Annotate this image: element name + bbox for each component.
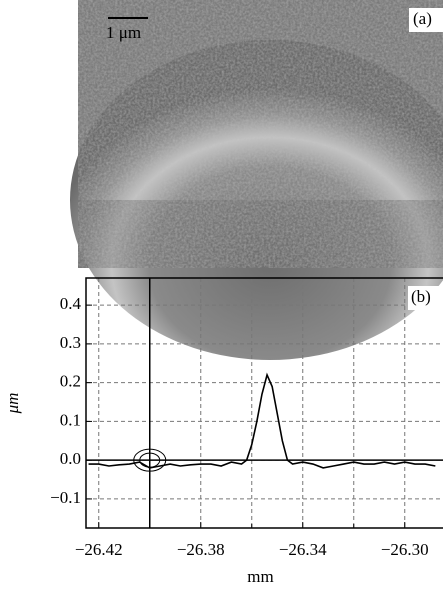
x-tick-label: −26.42 (75, 540, 123, 559)
panel-label: (b) (411, 287, 431, 306)
scale-bar-label: 1 μm (106, 23, 141, 42)
y-axis-label: μm (3, 393, 22, 415)
plot-frame (85, 277, 443, 529)
x-axis-label: mm (247, 567, 273, 586)
x-tick-label: −26.34 (279, 540, 327, 559)
y-tick-label: 0.3 (60, 333, 81, 352)
y-tick-label: 0.2 (60, 372, 81, 391)
panel-label-bg (408, 286, 443, 310)
x-tick-label: −26.30 (381, 540, 429, 559)
x-tick-label: −26.38 (177, 540, 225, 559)
y-tick-label: −0.1 (50, 488, 81, 507)
y-tick-label: 0.1 (60, 410, 81, 429)
y-tick-label: 0.4 (60, 294, 82, 313)
sem-image: 1 μm (a) (70, 0, 443, 360)
cursor-marker (133, 448, 167, 472)
profile-line (88, 372, 436, 469)
y-tick-label: 0.0 (60, 449, 81, 468)
panel-label: (a) (413, 9, 432, 28)
